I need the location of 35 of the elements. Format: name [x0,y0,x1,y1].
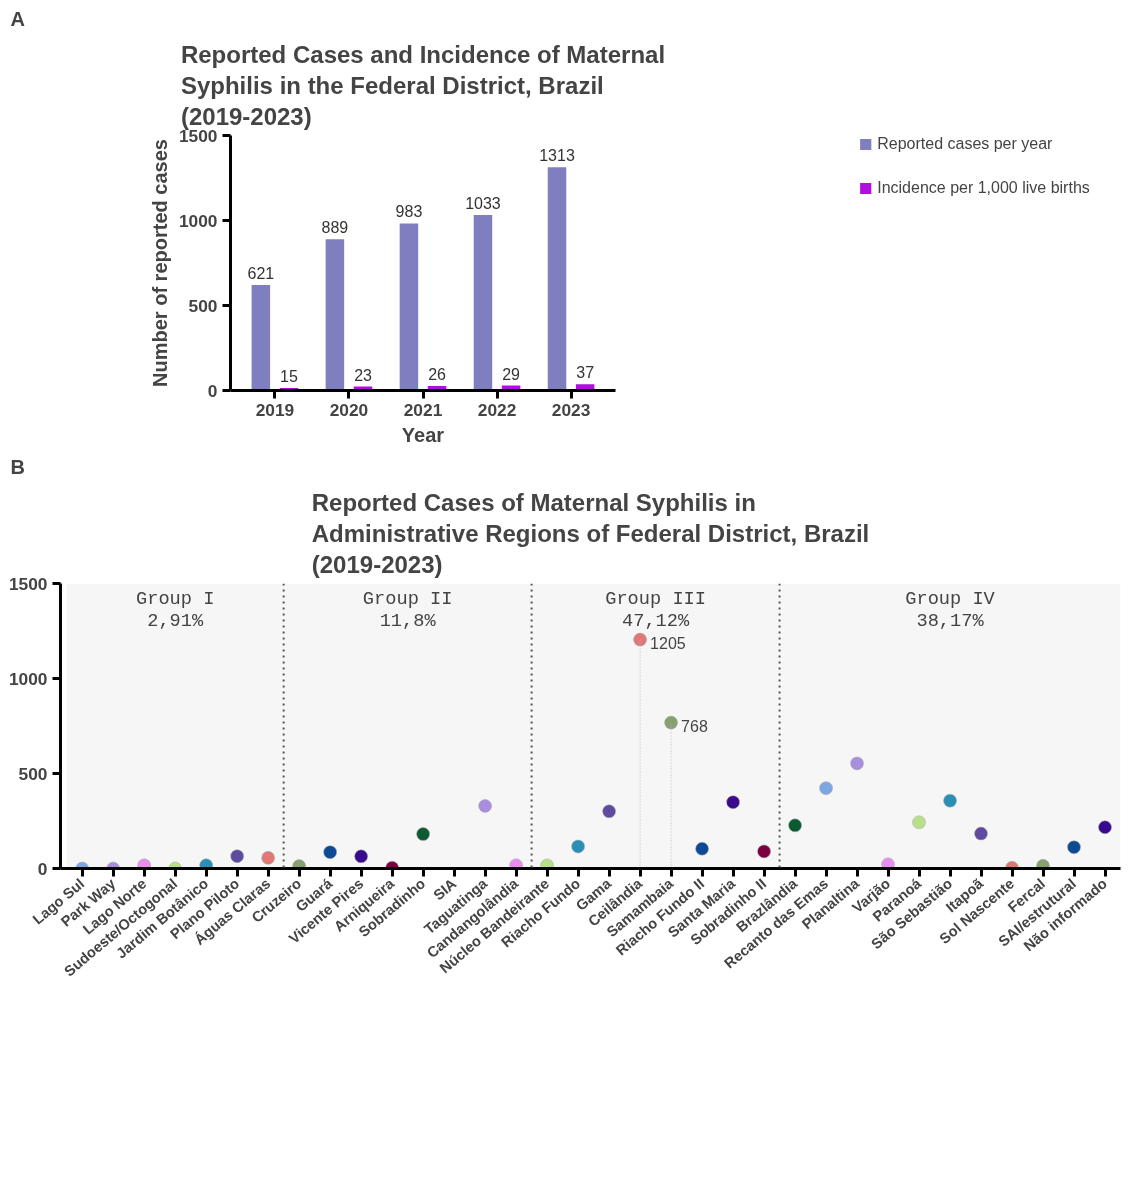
data-label: 983 [395,203,423,221]
text: B [10,455,25,478]
y-tick-label: 0 [207,380,218,401]
y-axis-title: Number of reported cases [148,139,171,387]
x-tick-label: 2022 [477,399,517,420]
y-tick-label: 1500 [8,573,48,594]
y-tick-label: 500 [18,763,48,784]
y-tick-label: 0 [37,858,48,879]
data-label: 1205 [650,634,686,652]
y-tick-label: 500 [188,295,218,316]
y-tick-label: 1000 [8,668,48,689]
data-label: 15 [280,367,298,385]
band-label: Group IV 38,17% [905,587,996,632]
data-label: 37 [576,364,595,382]
x-tick-label: 2019 [255,399,295,420]
data-label: 768 [681,717,708,735]
x-tick-label: 2021 [403,399,443,420]
legend-label: Incidence per 1,000 live births [877,179,1090,197]
data-label: 889 [321,219,349,237]
data-label: 1313 [539,147,575,165]
text: A [10,7,25,30]
x-tick-label: 2023 [551,399,591,420]
band-label: Group II 11,8% [362,587,453,632]
data-label: 23 [354,366,373,384]
chart-title: Reported Cases of Maternal Syphilis in Administrative Regions of Federal District, Brazil (2019-2023) [311,489,870,579]
data-label: 26 [428,366,447,384]
data-label: 621 [247,264,275,282]
y-tick-label: 1000 [178,210,218,231]
x-axis-title: Year [401,423,445,446]
data-label: 29 [502,365,521,383]
legend-label: Reported cases per year [877,135,1053,153]
band-label: Group I 2,91% [135,587,215,632]
x-tick-label: 2020 [329,399,369,420]
data-label: 1033 [465,194,501,212]
band-label: Group III 47,12% [605,587,706,632]
